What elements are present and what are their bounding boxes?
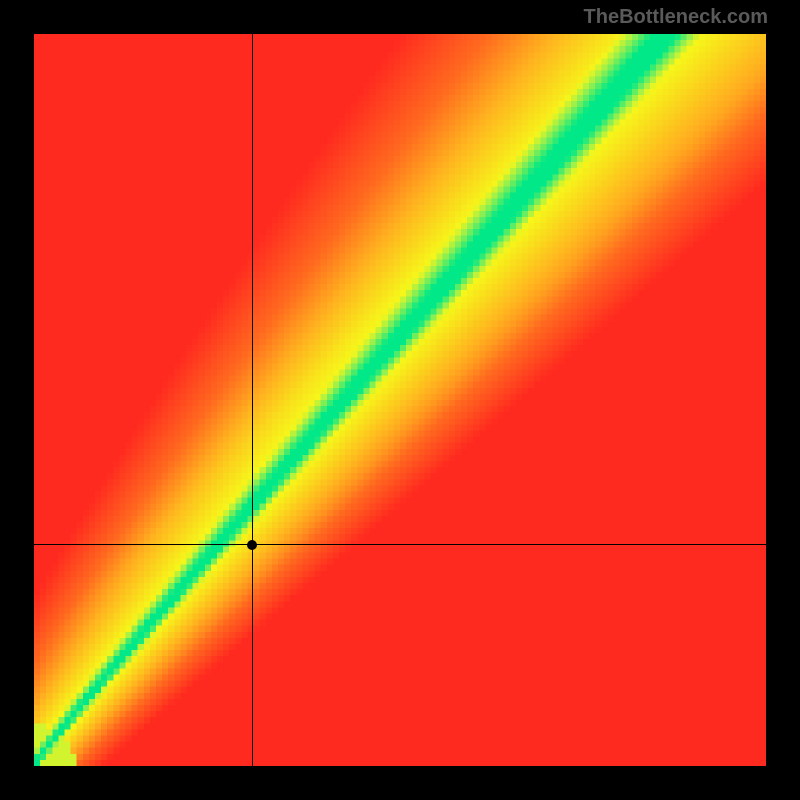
attribution-text: TheBottleneck.com: [584, 6, 768, 29]
crosshair-horizontal: [34, 544, 766, 545]
crosshair-vertical: [252, 34, 253, 766]
crosshair-marker: [247, 540, 257, 550]
bottleneck-heatmap: [34, 34, 766, 766]
plot-frame: [34, 34, 766, 766]
